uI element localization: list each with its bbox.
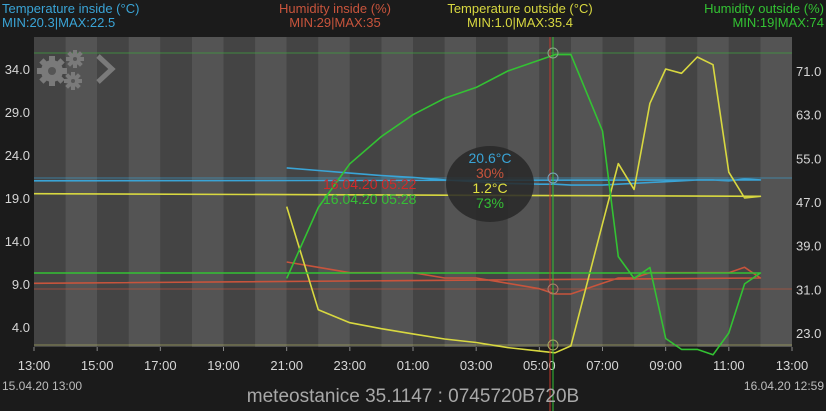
- svg-text:17:00: 17:00: [144, 358, 177, 373]
- legend-humidity-inside: Humidity inside (%) MIN:29|MAX:35: [255, 2, 415, 30]
- legend-minmax: MIN:1.0|MAX:35.4: [467, 15, 573, 30]
- svg-text:9.0: 9.0: [12, 277, 30, 292]
- svg-text:13:00: 13:00: [18, 358, 51, 373]
- x-axis: 13:00 15:00 17:00 19:00 21:00 23:00 01:00 03:00…: [18, 347, 809, 373]
- station-footer: meteostanice 35.1147 : 0745720B720B: [246, 386, 580, 407]
- svg-text:23.0: 23.0: [796, 326, 821, 341]
- data-series: [33, 53, 762, 356]
- svg-text:4.0: 4.0: [12, 320, 30, 335]
- svg-text:39.0: 39.0: [796, 239, 821, 254]
- svg-text:23:00: 23:00: [334, 358, 367, 373]
- svg-text:15:00: 15:00: [81, 358, 114, 373]
- svg-text:11:00: 11:00: [713, 358, 745, 373]
- legend-humidity-outside: Humidity outside (%) MIN:19|MAX:74: [704, 2, 824, 30]
- legend-title: Temperature outside (°C): [447, 1, 593, 16]
- svg-text:07:00: 07:00: [586, 358, 619, 373]
- legend-minmax: MIN:29|MAX:35: [289, 15, 381, 30]
- range-end-date: 16.04.20 12:59: [743, 379, 824, 393]
- background-bands: [34, 37, 792, 347]
- value-temp-inside: 20.6°C: [468, 150, 512, 166]
- cursor-green-time: 16.04.20 05:28: [323, 191, 417, 207]
- svg-text:55.0: 55.0: [796, 151, 821, 166]
- legend-title: Temperature inside (°C): [2, 1, 140, 16]
- cursor-values-bubble: 20.6°C 30% 1.2°C 73%: [446, 146, 534, 222]
- legend-minmax: MIN:19|MAX:74: [732, 15, 824, 30]
- value-humidity-outside: 73%: [475, 195, 505, 211]
- svg-text:05:00: 05:00: [523, 358, 556, 373]
- svg-text:31.0: 31.0: [796, 282, 821, 297]
- svg-text:19:00: 19:00: [207, 358, 240, 373]
- legend-title: Humidity inside (%): [279, 1, 391, 16]
- svg-text:71.0: 71.0: [796, 64, 821, 79]
- svg-text:24.0: 24.0: [5, 148, 30, 163]
- legend-temperature-inside: Temperature inside (°C) MIN:20.3|MAX:22.…: [2, 2, 139, 30]
- range-start-date: 15.04.20 13:00: [2, 379, 83, 393]
- svg-text:63.0: 63.0: [796, 108, 821, 123]
- settings-button[interactable]: [34, 48, 120, 90]
- cursor-lines[interactable]: [547, 37, 559, 411]
- svg-text:09:00: 09:00: [649, 358, 682, 373]
- cursor-red-time: 16.04.20 05:22: [323, 176, 417, 192]
- legend-temperature-outside: Temperature outside (°C) MIN:1.0|MAX:35.…: [440, 2, 600, 30]
- svg-text:29.0: 29.0: [5, 105, 30, 120]
- legend-title: Humidity outside (%): [704, 1, 824, 16]
- svg-text:03:00: 03:00: [460, 358, 493, 373]
- svg-text:47.0: 47.0: [796, 195, 821, 210]
- y-axis-right: 71.0 63.0 55.0 47.0 39.0 31.0 23.0: [796, 64, 821, 341]
- svg-text:01:00: 01:00: [397, 358, 430, 373]
- svg-text:19.0: 19.0: [5, 191, 30, 206]
- svg-text:14.0: 14.0: [5, 234, 30, 249]
- legend-minmax: MIN:20.3|MAX:22.5: [2, 15, 116, 30]
- gears-icon: [37, 50, 116, 90]
- svg-text:34.0: 34.0: [5, 62, 30, 77]
- value-temp-outside: 1.2°C: [472, 180, 508, 196]
- svg-text:13:00: 13:00: [776, 358, 809, 373]
- chevron-right-icon: [96, 54, 116, 84]
- value-humidity-inside: 30%: [475, 165, 505, 181]
- y-axis-left: 34.0 29.0 24.0 19.0 14.0 9.0 4.0: [5, 62, 30, 335]
- svg-text:21:00: 21:00: [270, 358, 303, 373]
